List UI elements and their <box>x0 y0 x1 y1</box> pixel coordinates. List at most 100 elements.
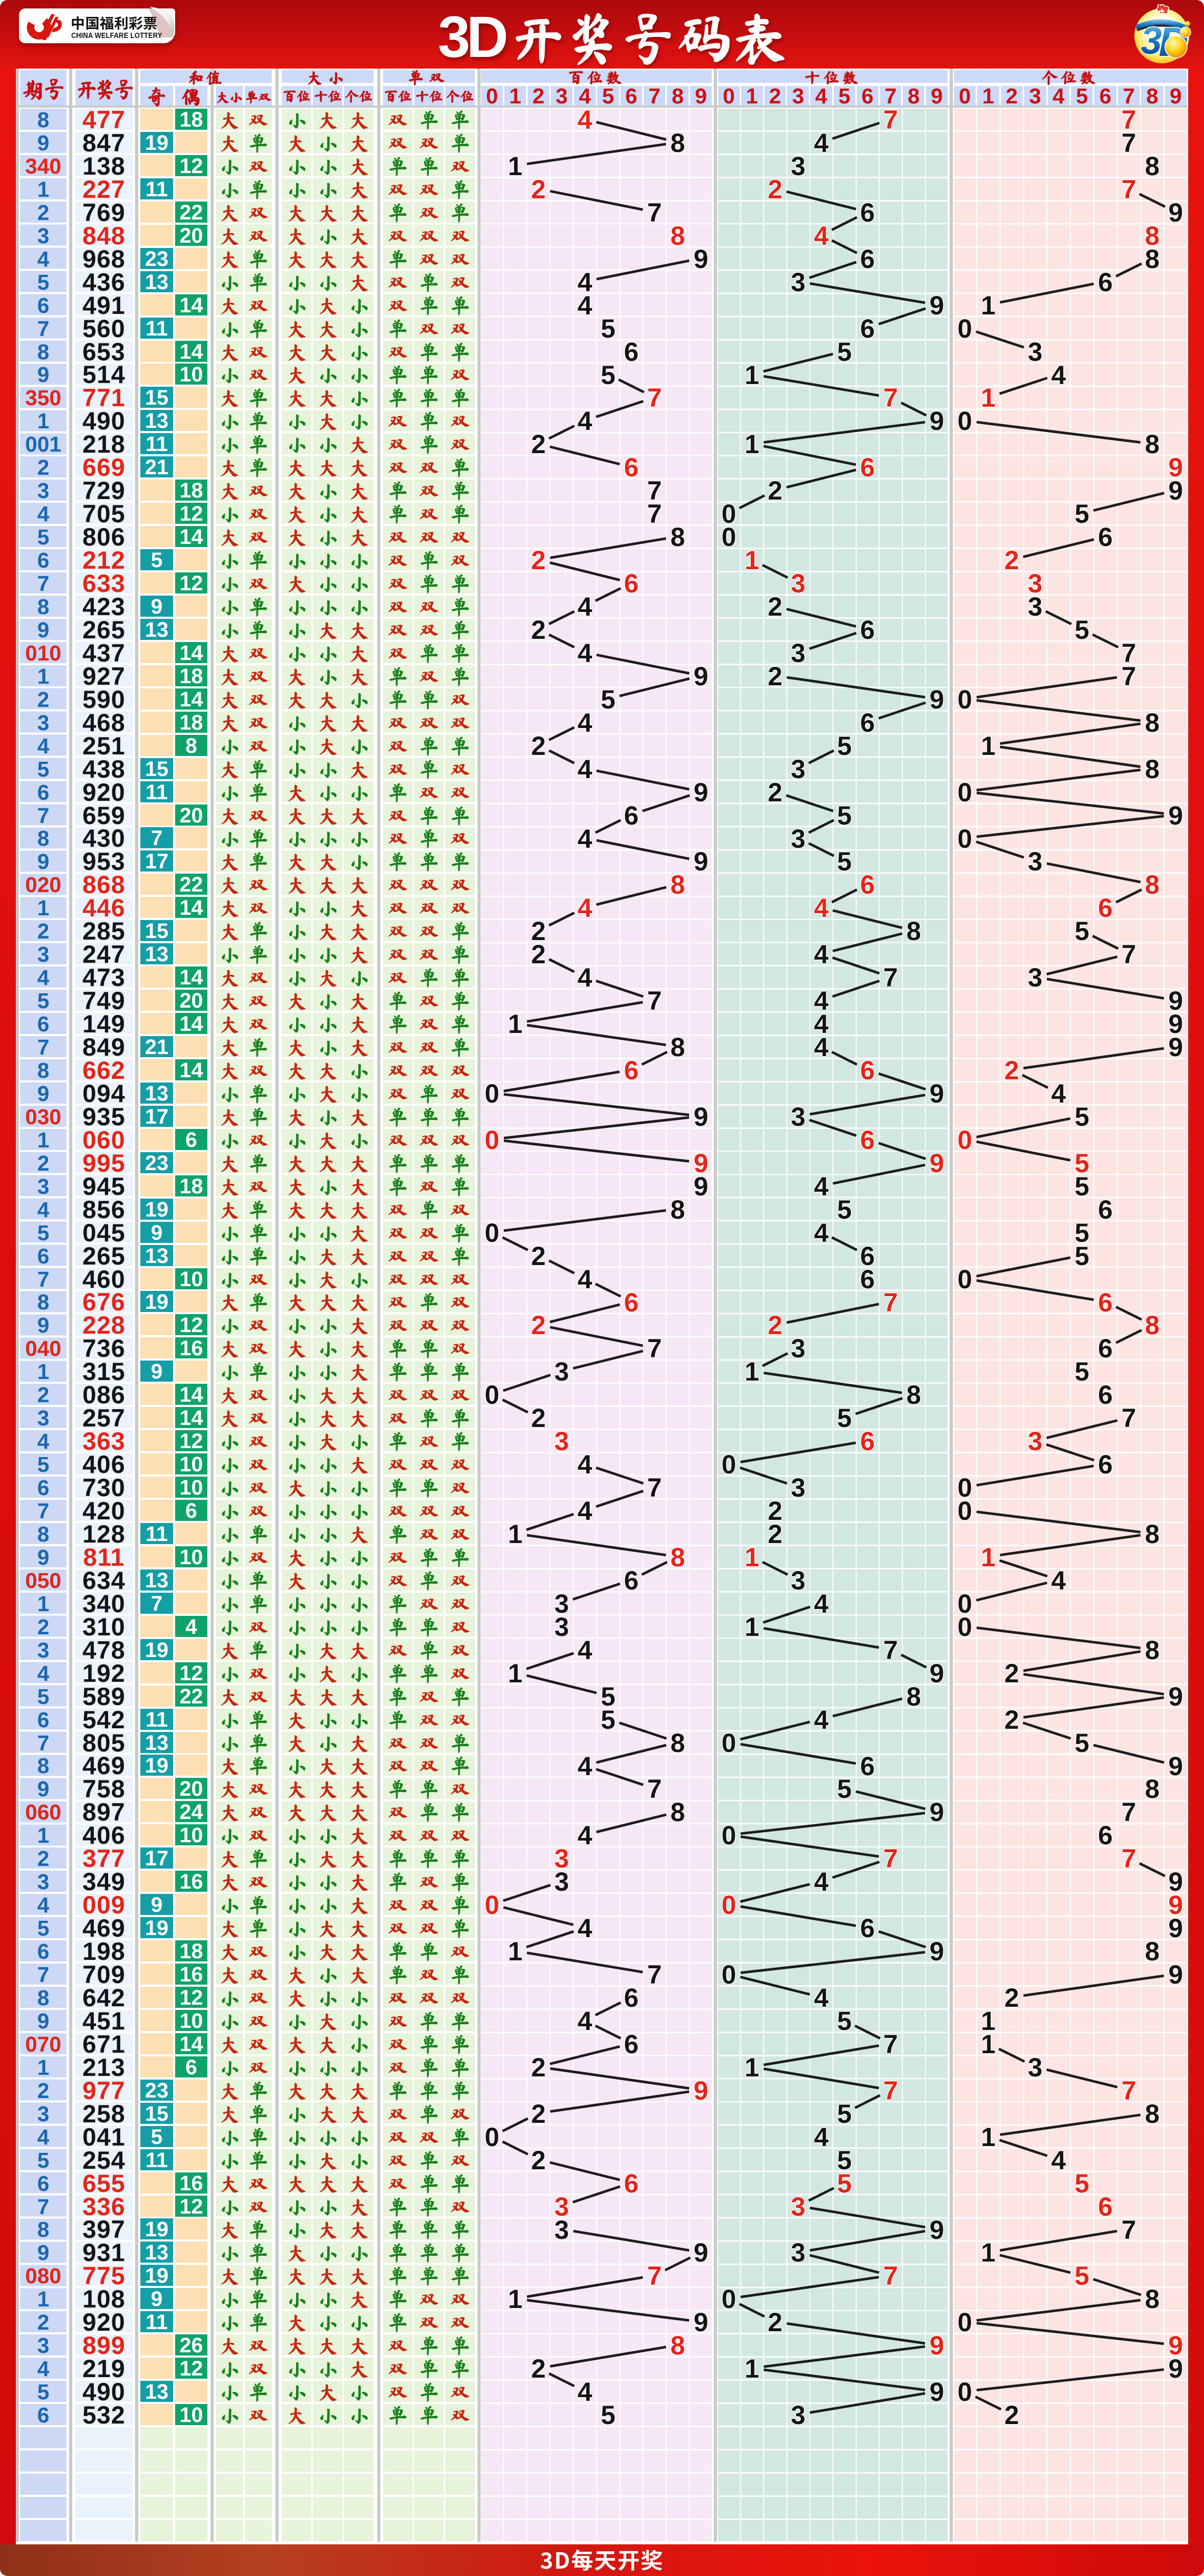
trend-digit: 9 <box>929 684 944 714</box>
trend-digit: 3 <box>1027 592 1043 621</box>
sum-parity-cell: 双 <box>248 2010 269 2031</box>
period-cell: 020 <box>25 873 62 897</box>
size-cell: 小 <box>317 828 338 849</box>
sum-size-cell: 大 <box>219 202 240 223</box>
parity-cell: 单 <box>418 2150 439 2170</box>
sum-size-cell: 大 <box>219 225 240 246</box>
sum-even-cell: 14 <box>175 966 207 989</box>
size-cell: 小 <box>317 481 338 501</box>
parity-cell: 单 <box>387 1014 408 1035</box>
size-cell: 小 <box>348 1269 369 1289</box>
parity-cell: 双 <box>387 1570 408 1591</box>
sum-even-cell <box>175 920 207 942</box>
size-cell: 小 <box>286 921 307 942</box>
sum-parity-cell: 双 <box>248 1478 269 1498</box>
draw-number-cell: 219 <box>82 2354 126 2383</box>
sum-parity-cell: 单 <box>248 782 269 802</box>
size-cell: 大 <box>317 1941 338 1962</box>
trend-digit: 2 <box>531 731 546 761</box>
trend-digit: 9 <box>1168 800 1183 830</box>
size-cell: 大 <box>286 341 307 362</box>
period-cell: 010 <box>25 640 62 665</box>
draw-number-cell: 340 <box>82 1589 126 1617</box>
period-cell: 9 <box>37 1081 50 1106</box>
trend-digit: 1 <box>744 545 760 576</box>
sum-even-cell <box>175 1105 207 1127</box>
parity-cell: 单 <box>387 666 408 686</box>
parity-cell: 双 <box>418 1965 439 1985</box>
draw-number-cell: 811 <box>83 1543 125 1571</box>
sum-parity-cell: 单 <box>248 179 269 199</box>
parity-cell: 单 <box>450 110 471 130</box>
digit-header: 6 <box>856 85 878 107</box>
size-cell: 大 <box>317 735 338 756</box>
cwl-logo-card: 中国福利彩票 CHINA WELFARE LOTTERY <box>19 7 175 43</box>
size-cell: 大 <box>317 689 338 710</box>
parity-cell: 双 <box>418 1732 439 1753</box>
period-cell: 1 <box>37 1127 50 1152</box>
sum-size-cell: 小 <box>219 179 240 199</box>
size-cell: 大 <box>317 875 338 895</box>
size-cell: 大 <box>317 2335 338 2356</box>
sum-even-cell <box>175 549 207 571</box>
trend-digit: 8 <box>670 522 685 552</box>
draw-number-cell: 460 <box>82 1265 126 1293</box>
sum-odd-cell: 19 <box>140 1755 173 1777</box>
sum-size-cell: 大 <box>219 1779 240 1799</box>
sum-odd-cell <box>140 2195 173 2217</box>
draw-number-cell: 633 <box>82 569 126 597</box>
trend-group-header-1: 十位数 <box>718 69 948 86</box>
sum-odd-cell <box>140 503 173 524</box>
trend-digit: 8 <box>1144 151 1160 181</box>
size-cell: 大 <box>317 851 338 872</box>
sum-even-cell <box>175 2311 207 2333</box>
digit-header: 1 <box>504 85 526 107</box>
sum-odd-cell <box>140 711 173 733</box>
sum-even-cell: 4 <box>175 1615 207 1638</box>
trend-digit: 0 <box>957 823 972 854</box>
parity-cell: 双 <box>450 156 471 176</box>
period-cell: 8 <box>37 594 50 619</box>
parity-column-2 <box>445 109 475 2541</box>
trend-digit: 2 <box>531 1310 546 1340</box>
trend-digit: 1 <box>508 1519 523 1549</box>
sum-odd-cell: 15 <box>140 387 173 409</box>
trend-digit: 0 <box>721 1450 737 1480</box>
size-cell: 大 <box>286 1153 307 1173</box>
parity-cell: 单 <box>450 1872 471 1892</box>
parity-cell: 单 <box>450 1362 471 1382</box>
sum-parity-cell: 双 <box>248 2034 269 2054</box>
digit-header: 3 <box>551 85 572 107</box>
period-cell: 9 <box>37 849 50 874</box>
size-cell: 小 <box>286 2382 307 2402</box>
sum-even-cell: 10 <box>175 1477 207 1499</box>
trend-digit: 0 <box>957 1496 972 1526</box>
parity-cell: 双 <box>387 596 408 617</box>
period-cell: 4 <box>37 246 50 271</box>
sum-odd-cell <box>140 1059 173 1080</box>
size-cell: 小 <box>348 550 369 571</box>
period-cell: 7 <box>37 803 50 828</box>
size-cell: 大 <box>317 921 338 942</box>
digit-header: 6 <box>620 85 642 107</box>
sum-size-cell: 大 <box>219 2034 240 2054</box>
size-cell: 小 <box>286 550 307 571</box>
draw-number-cell: 336 <box>82 2192 126 2220</box>
sum-size-cell: 大 <box>219 248 240 269</box>
parity-cell: 单 <box>450 2057 471 2077</box>
size-cell: 小 <box>317 1593 338 1614</box>
sum-even-cell: 16 <box>175 1964 207 1986</box>
sum-size-cell: 小 <box>219 411 240 432</box>
draw-number-cell: 927 <box>82 662 126 690</box>
sum-odd-cell <box>140 2358 173 2379</box>
parity-cell: 双 <box>450 1616 471 1637</box>
parity-cell: 单 <box>418 388 439 408</box>
size-cell: 小 <box>286 759 307 779</box>
parity-cell: 双 <box>387 573 408 594</box>
parity-cell: 单 <box>450 2335 471 2356</box>
trend-digit: 4 <box>577 963 593 993</box>
draw-number-cell: 265 <box>82 615 126 644</box>
trend-digit: 6 <box>860 453 875 483</box>
parity-cell: 单 <box>450 1176 471 1196</box>
trend-digit: 3 <box>790 151 806 181</box>
